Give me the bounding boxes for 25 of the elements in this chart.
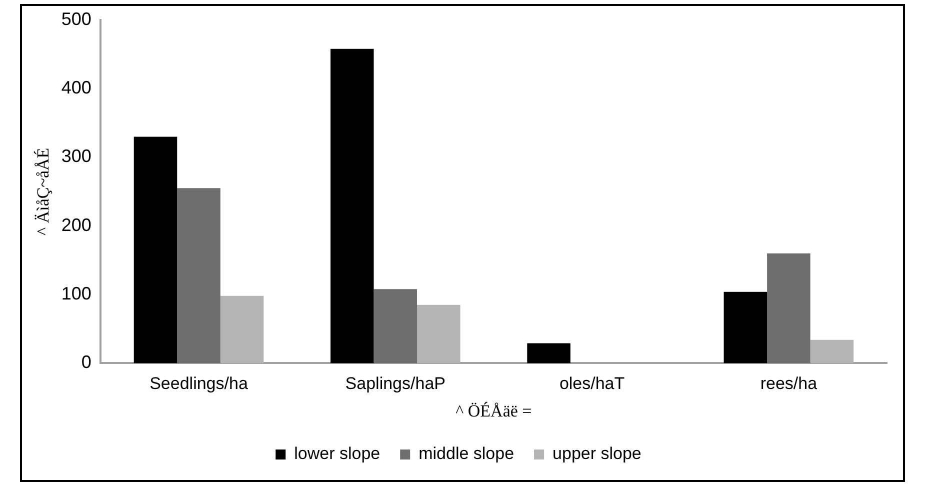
x-tick-label: rees/ha xyxy=(760,374,818,394)
x-tick-label: oles/haT xyxy=(559,374,625,394)
bar xyxy=(177,188,220,364)
y-tick-label: 200 xyxy=(61,214,92,235)
bar xyxy=(810,340,854,364)
bar xyxy=(724,292,768,364)
x-axis-title: ^ ÖÉÅäë = xyxy=(456,401,532,420)
y-tick-label: 100 xyxy=(61,284,92,304)
bar xyxy=(220,296,264,364)
y-axis-title: ^ ÄìåÇ~åÅÉ xyxy=(34,148,53,236)
bar xyxy=(330,48,374,364)
y-tick-label: 0 xyxy=(81,352,92,372)
y-tick-label: 500 xyxy=(61,8,92,29)
x-tick-label: Seedlings/ha xyxy=(150,374,248,394)
legend-label: lower slope xyxy=(294,444,380,464)
bar xyxy=(417,304,460,364)
y-tick-label: 400 xyxy=(61,78,92,98)
legend-label: middle slope xyxy=(418,444,514,464)
bar xyxy=(527,343,570,364)
y-tick-label: 300 xyxy=(61,146,92,166)
x-tick-label: Saplings/haP xyxy=(345,374,446,394)
legend-label: upper slope xyxy=(552,444,642,464)
bar xyxy=(374,289,418,364)
bar xyxy=(767,253,810,364)
bar xyxy=(134,136,178,364)
